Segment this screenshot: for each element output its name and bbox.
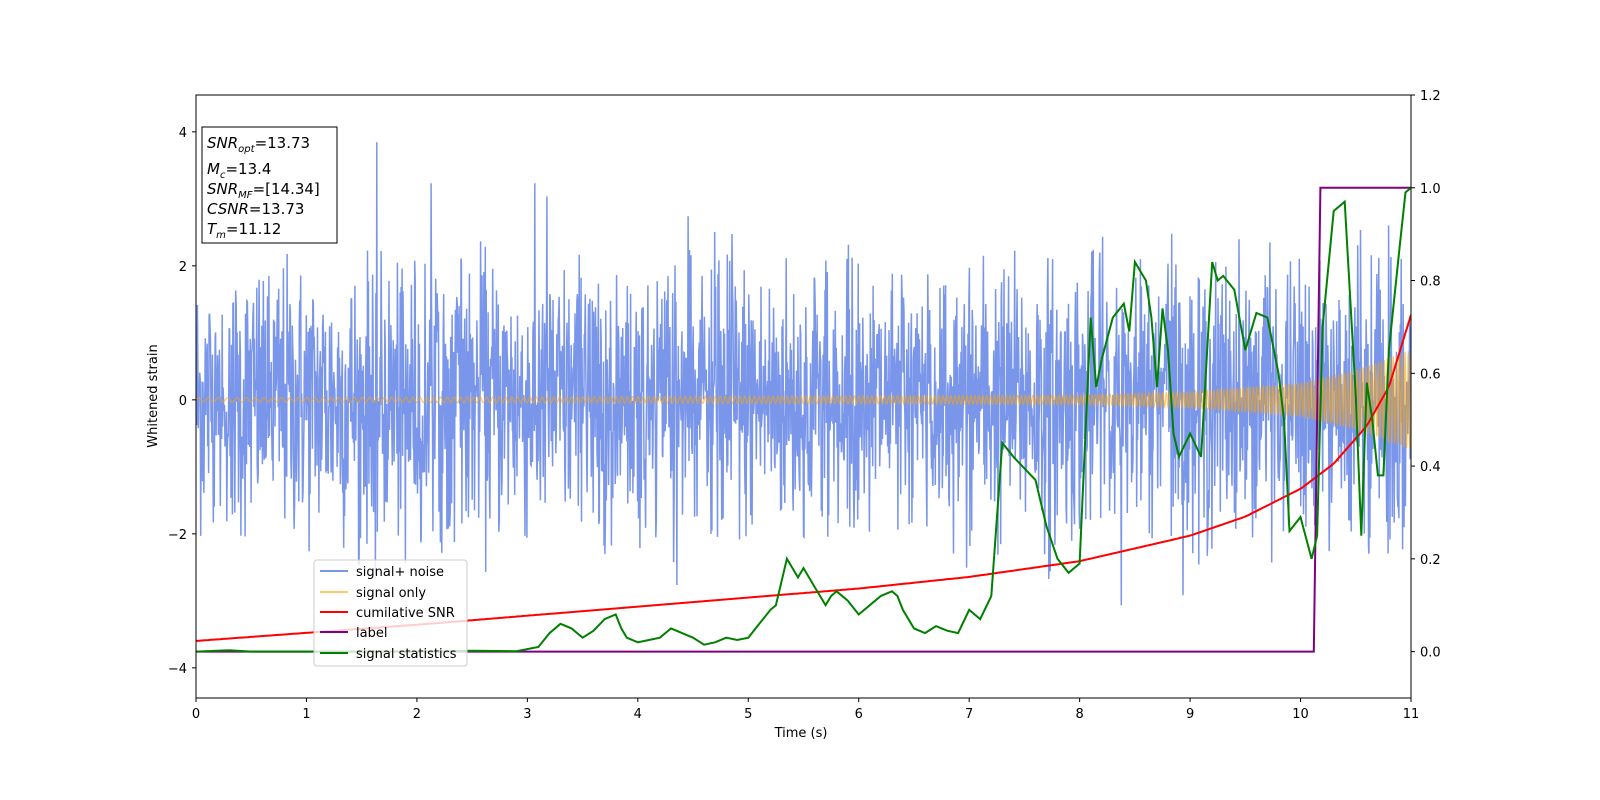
legend-label-signal: signal only bbox=[356, 586, 426, 601]
legend-label-cumulative: cumilative SNR bbox=[356, 606, 455, 621]
info-snr-opt: SNRopt=13.73 bbox=[207, 134, 310, 155]
y-right-tick-label: 0.6 bbox=[1420, 367, 1441, 382]
series-signal-noise-line bbox=[196, 142, 1411, 606]
x-tick-label: 7 bbox=[965, 707, 973, 722]
x-axis: 0 1 2 3 4 5 6 7 8 9 10 11 bbox=[192, 698, 1419, 722]
info-snr-opt-label: SNR bbox=[207, 134, 238, 152]
legend-frame bbox=[313, 559, 468, 667]
y-left-tick-label: −4 bbox=[168, 662, 187, 677]
x-tick-label: 0 bbox=[192, 707, 200, 722]
info-snr-opt-sub: opt bbox=[238, 144, 255, 155]
info-csnr: CSNR=13.73 bbox=[207, 200, 304, 218]
x-axis-label: Time (s) bbox=[774, 726, 828, 741]
plot-frame bbox=[195, 94, 1412, 699]
info-csnr-value: =13.73 bbox=[249, 200, 305, 218]
info-tm-label: T bbox=[207, 220, 218, 238]
y-axis-label: Whitened strain bbox=[146, 344, 161, 447]
info-snr-mf: SNRMF=[14.34] bbox=[207, 180, 320, 201]
series-signal-only-line bbox=[196, 351, 1411, 449]
info-tm: Tm=11.12 bbox=[207, 220, 281, 241]
legend-label-statistics: signal statistics bbox=[356, 647, 457, 662]
y-right-tick-label: 0.8 bbox=[1420, 275, 1441, 290]
y-right-tick-label: 1.0 bbox=[1420, 182, 1441, 197]
x-tick-label: 5 bbox=[744, 707, 752, 722]
y-right-tick-label: 0.2 bbox=[1420, 553, 1441, 568]
legend-label-label: label bbox=[356, 626, 387, 641]
info-tm-value: =11.12 bbox=[226, 220, 282, 238]
y-left-tick-label: 2 bbox=[179, 260, 187, 275]
x-tick-label: 10 bbox=[1292, 707, 1309, 722]
info-snr-mf-sub: MF bbox=[238, 190, 253, 201]
info-mc: Mc=13.4 bbox=[207, 160, 271, 181]
info-mc-value: =13.4 bbox=[225, 160, 271, 178]
info-snr-mf-label: SNR bbox=[207, 180, 238, 198]
info-mc-label: M bbox=[207, 160, 220, 178]
info-box: SNRopt=13.73 Mc=13.4 SNRMF=[14.34] CSNR=… bbox=[201, 126, 338, 244]
x-tick-label: 3 bbox=[523, 707, 531, 722]
info-snr-mf-value: =[14.34] bbox=[253, 180, 320, 198]
y-right-tick-label: 0.4 bbox=[1420, 460, 1441, 475]
info-box-frame bbox=[201, 126, 338, 244]
info-mc-sub: c bbox=[220, 170, 226, 181]
x-tick-label: 9 bbox=[1186, 707, 1194, 722]
y-right-tick-label: 0.0 bbox=[1420, 646, 1441, 661]
info-snr-opt-value: =13.73 bbox=[255, 134, 311, 152]
y-axis-right: 0.0 0.2 0.4 0.6 0.8 1.0 1.2 bbox=[1411, 89, 1441, 661]
info-tm-sub: m bbox=[216, 230, 226, 241]
y-right-tick-label: 1.2 bbox=[1420, 89, 1441, 104]
legend: signal+ noise signal only cumilative SNR… bbox=[313, 559, 468, 667]
y-left-tick-label: 4 bbox=[179, 126, 187, 141]
x-tick-label: 1 bbox=[302, 707, 310, 722]
y-left-tick-label: −2 bbox=[168, 528, 187, 543]
legend-label-noise: signal+ noise bbox=[356, 565, 444, 580]
y-axis-left: −4 −2 0 2 4 bbox=[168, 126, 196, 677]
x-tick-label: 11 bbox=[1403, 707, 1420, 722]
x-tick-label: 2 bbox=[413, 707, 421, 722]
x-tick-label: 6 bbox=[855, 707, 863, 722]
x-tick-label: 8 bbox=[1075, 707, 1083, 722]
series-label-line bbox=[196, 186, 1411, 653]
series-signal-statistics-line bbox=[196, 187, 1411, 653]
y-left-tick-label: 0 bbox=[179, 394, 187, 409]
info-csnr-label: CSNR bbox=[207, 200, 249, 218]
x-tick-label: 4 bbox=[634, 707, 642, 722]
